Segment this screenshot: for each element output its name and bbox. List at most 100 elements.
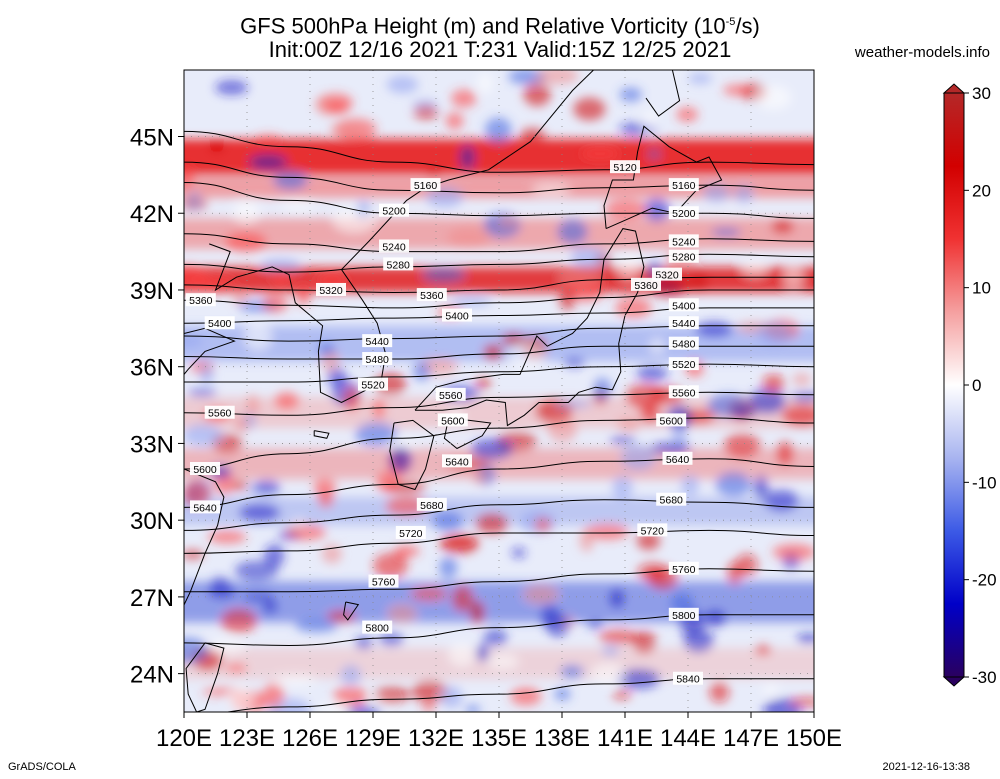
footer-software: GrADS/COLA (8, 761, 76, 773)
vorticity-blob (580, 148, 620, 160)
vorticity-blob (508, 343, 545, 370)
contour-label: 5560 (668, 385, 699, 399)
vorticity-blob (789, 697, 814, 707)
vorticity-blob (781, 404, 814, 427)
svg-text:5600: 5600 (441, 415, 465, 427)
vorticity-blob (540, 604, 559, 630)
vorticity-blob (470, 600, 485, 624)
contour-label: 5480 (362, 352, 393, 366)
vorticity-blob (558, 271, 602, 287)
vorticity-blob (389, 446, 412, 473)
contour-label: 5400 (442, 308, 472, 323)
vorticity-blob (439, 557, 458, 579)
svg-text:5720: 5720 (641, 525, 665, 537)
contour-5160 (184, 161, 814, 194)
contour-label: 5560 (204, 405, 235, 420)
svg-text:5720: 5720 (399, 528, 423, 540)
vorticity-blob (326, 101, 349, 114)
contour-label: 5600 (656, 413, 687, 427)
vorticity-blob (617, 417, 641, 432)
vorticity-blob (579, 528, 594, 552)
coastline (184, 468, 225, 607)
contour-label: 5440 (668, 316, 699, 330)
vorticity-blob (273, 674, 317, 685)
contour-label: 5160 (410, 178, 441, 192)
contour-label: 5200 (379, 203, 409, 218)
vorticity-blob (440, 686, 463, 709)
colorbar-tick-label: -10 (972, 473, 997, 492)
vorticity-blob (244, 323, 272, 350)
contour-5560 (184, 391, 814, 416)
vorticity-blob (776, 440, 794, 466)
lon-tick-label: 132E (408, 725, 464, 752)
contour-5440 (184, 325, 814, 342)
vorticity-blob (472, 470, 489, 484)
contour-label: 5560 (435, 387, 466, 402)
colorbar-gradient (943, 92, 965, 678)
vorticity-blob (187, 388, 218, 398)
lat-tick-label: 45N (130, 125, 174, 152)
coastline (313, 430, 330, 439)
vorticity-blob (332, 207, 376, 233)
vorticity-blob (796, 633, 814, 644)
vorticity-blob (559, 664, 584, 679)
svg-text:5320: 5320 (655, 270, 679, 282)
colorbar: 30 20 10 0 -10 -20 -30 (942, 83, 997, 687)
vorticity-blob (374, 686, 411, 703)
vorticity-blob (682, 628, 715, 653)
vorticity-blob (412, 362, 431, 381)
lat-tick-label: 33N (130, 431, 174, 458)
contour-label: 5760 (368, 574, 399, 589)
contour-label: 5360 (631, 277, 661, 292)
contour-label: 5520 (668, 357, 699, 371)
vorticity-blob (604, 199, 648, 220)
lon-tick-label: 129E (345, 725, 401, 752)
map-subtitle: Init:00Z 12/16 2021 T:231 Valid:15Z 12/2… (268, 37, 732, 62)
vorticity-blob (211, 576, 230, 590)
coastline (389, 419, 435, 491)
contour-5600 (184, 417, 814, 470)
vorticity-blob (225, 663, 248, 673)
lon-tick-label: 150E (786, 725, 842, 752)
vorticity-blob (386, 75, 419, 94)
vorticity-blob (689, 272, 708, 292)
vorticity-blob (224, 232, 267, 253)
vorticity-blob (573, 97, 606, 121)
vorticity-blob (704, 610, 726, 627)
vorticity-blob (187, 191, 201, 211)
vorticity-blob (762, 685, 780, 696)
vorticity-blob (676, 107, 699, 123)
lon-tick-label: 120E (156, 725, 212, 752)
vorticity-blob (470, 438, 514, 460)
svg-text:5760: 5760 (672, 564, 696, 576)
contour-label: 5840 (673, 671, 703, 686)
vorticity-blob (534, 517, 552, 532)
vorticity-blob (184, 637, 209, 664)
contour-label: 5520 (358, 377, 388, 392)
vorticity-blob (445, 112, 464, 130)
svg-text:5200: 5200 (672, 208, 696, 220)
contour-label: 5400 (668, 298, 699, 312)
contour-label: 5240 (379, 239, 409, 253)
vorticity-blob (425, 167, 442, 177)
contour-5320 (184, 276, 814, 294)
map-title: GFS 500hPa Height (m) and Relative Vorti… (240, 13, 760, 39)
svg-text:5520: 5520 (361, 380, 385, 392)
vorticity-blob (731, 409, 758, 418)
vorticity-blob (762, 373, 785, 393)
lat-tick-label: 39N (130, 278, 174, 305)
vorticity-blob (688, 72, 713, 84)
contour-label: 5360 (185, 293, 216, 307)
contour-label: 5720 (637, 523, 668, 537)
vorticity-blob (207, 638, 246, 654)
svg-text:5640: 5640 (445, 456, 469, 468)
lon-tick-label: 138E (534, 725, 590, 752)
svg-text:5560: 5560 (439, 390, 463, 402)
vorticity-blob (262, 598, 278, 614)
contour-label: 5720 (395, 525, 426, 540)
vorticity-blob (452, 585, 473, 612)
vorticity-blob (727, 561, 742, 585)
vorticity-blob (274, 392, 300, 410)
svg-text:5640: 5640 (193, 502, 217, 514)
